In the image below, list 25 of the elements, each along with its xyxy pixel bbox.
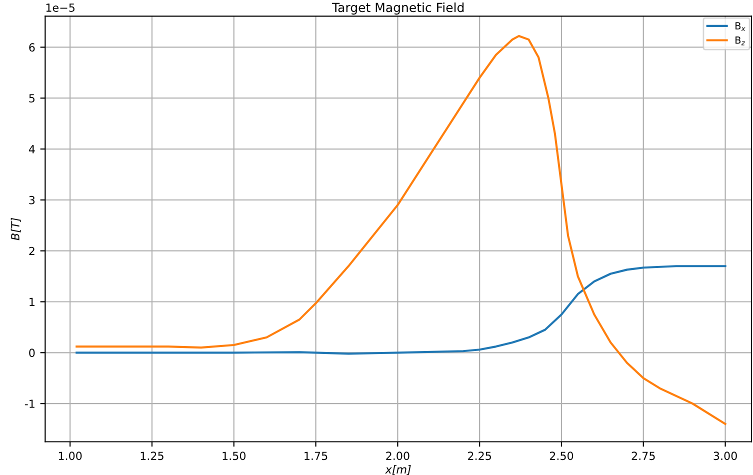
line-series [76,265,726,355]
y-tick-label: 4 [28,145,35,154]
y-axis-title: B[T] [10,218,21,240]
y-tick-label: 0 [29,348,35,358]
x-tick-label: 2.25 [468,452,491,460]
line-series [76,34,726,425]
y-tick-label: 3 [29,196,35,204]
y-tick-label: 5 [29,94,34,102]
x-tick-label: 1.50 [222,452,246,460]
text: 1e−5 [46,4,74,12]
x-tick-label: 3.00 [714,452,737,460]
y-tick-label: -1 [24,400,34,408]
x-tick-label: 2.50 [550,452,574,460]
x-tick-label: 1.25 [140,452,164,460]
chart-title: Target Magnetic Field [332,2,464,15]
x-axis-title: x[m] [385,465,411,475]
legend-label: B$_{x}$ [736,22,746,31]
x-tick-label: 2.75 [632,452,655,460]
x-tick-label: 2.00 [386,452,410,460]
y-tick-label: 6 [29,43,35,52]
x-tick-label: 1.75 [304,452,328,460]
legend-label: B$_{z}$ [736,36,746,46]
y-tick-label: 1 [30,298,34,306]
y-tick-label: 2 [29,246,34,256]
x-tick-label: 1.00 [58,452,82,460]
